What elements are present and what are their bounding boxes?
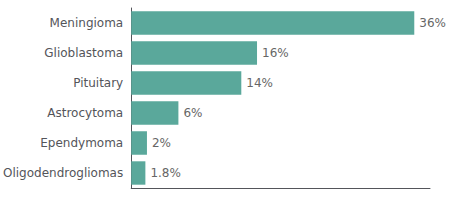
svg-text:14%: 14% xyxy=(246,76,273,90)
svg-text:36%: 36% xyxy=(419,16,446,30)
svg-text:6%: 6% xyxy=(183,106,202,120)
svg-text:2%: 2% xyxy=(152,136,171,150)
svg-text:Astrocytoma: Astrocytoma xyxy=(47,106,123,120)
svg-text:Pituitary: Pituitary xyxy=(73,76,123,90)
svg-text:Oligodendrogliomas: Oligodendrogliomas xyxy=(3,166,123,180)
svg-text:16%: 16% xyxy=(262,46,289,60)
svg-text:Meningioma: Meningioma xyxy=(50,16,124,30)
svg-text:Ependymoma: Ependymoma xyxy=(40,136,123,150)
svg-text:1.8%: 1.8% xyxy=(150,166,181,180)
svg-text:Glioblastoma: Glioblastoma xyxy=(44,46,123,60)
